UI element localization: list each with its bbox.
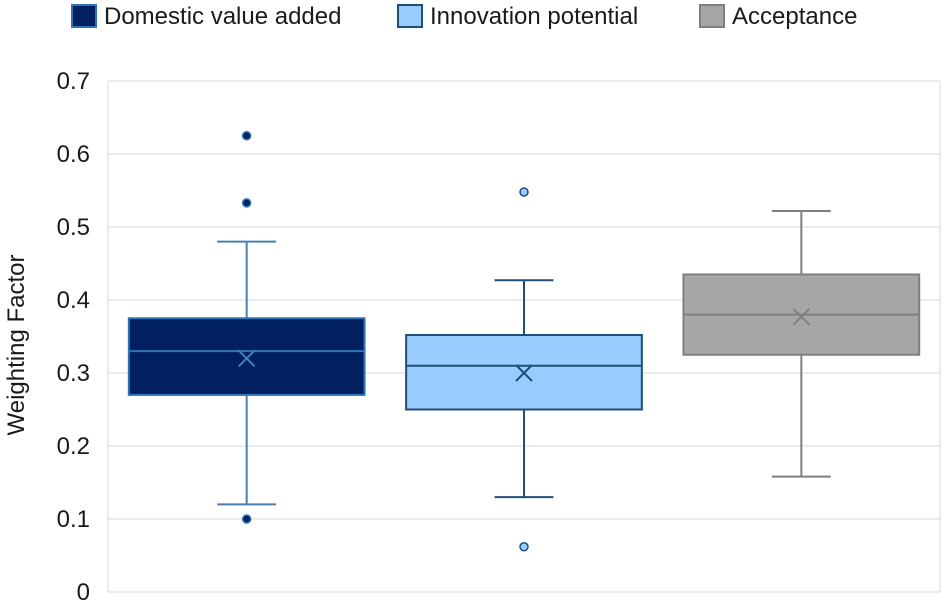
box-3: [682, 209, 921, 478]
y-tick-label: 0.3: [57, 360, 90, 387]
legend-label: Acceptance: [732, 3, 857, 30]
legend: Domestic value added Innovation potential…: [71, 3, 857, 30]
outlier-point: [241, 131, 252, 141]
box-2: [405, 187, 643, 552]
y-tick-label: 0.1: [57, 506, 90, 533]
outlier-point: [519, 187, 529, 197]
outlier-point: [519, 541, 529, 552]
y-tick-label: 0.6: [57, 141, 90, 168]
legend-label: Domestic value added: [104, 3, 341, 30]
mean-marker: [792, 308, 811, 326]
y-tick-label: 0: [77, 579, 90, 604]
legend-item-2: Innovation potential: [397, 3, 638, 30]
y-tick-label: 0.4: [57, 287, 90, 314]
y-axis-title: Weighting Factor: [3, 255, 30, 436]
box-1: [127, 131, 366, 524]
legend-item-1: Domestic value added: [71, 3, 341, 30]
legend-swatch: [699, 4, 725, 28]
legend-swatch: [71, 4, 97, 28]
legend-swatch: [397, 4, 423, 28]
plot-area: [127, 131, 921, 552]
y-axis: 0 0.1 0.2 0.3 0.4 0.5 0.6 0.7: [57, 68, 90, 606]
mean-marker: [515, 364, 533, 382]
legend-item-3: Acceptance: [699, 3, 857, 30]
outlier-point: [241, 198, 252, 208]
y-tick-label: 0.5: [57, 214, 90, 241]
y-tick-label: 0.2: [57, 433, 90, 460]
mean-marker: [237, 349, 256, 368]
outlier-point: [241, 514, 252, 524]
y-tick-label: 0.7: [57, 68, 90, 95]
legend-label: Innovation potential: [430, 3, 638, 30]
iqr-box: [127, 317, 366, 396]
